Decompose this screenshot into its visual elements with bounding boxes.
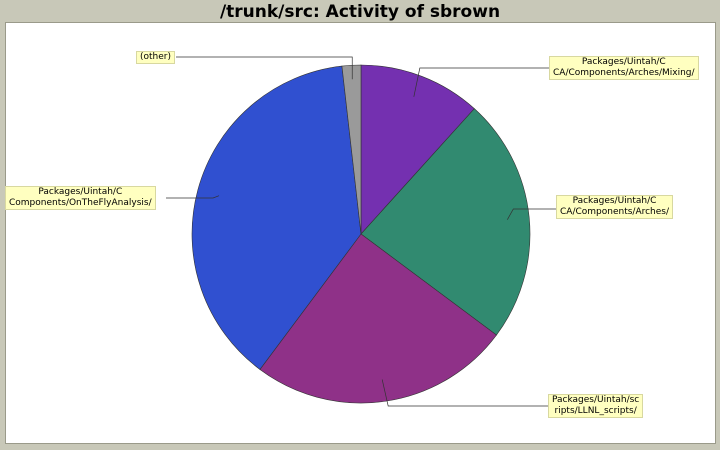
chart-panel: Packages/Uintah/C CA/Components/Arches/M…: [5, 22, 716, 444]
leader-line-llnl-scripts: [381, 379, 551, 407]
slice-label-arches: Packages/Uintah/C CA/Components/Arches/: [556, 195, 674, 219]
chart-title: /trunk/src: Activity of sbrown: [219, 2, 501, 22]
pie-slice-llnl-scripts: [259, 233, 497, 404]
slice-label-onthefly-analysis: Packages/Uintah/C Components/OnTheFlyAna…: [5, 186, 156, 210]
leader-line-arches: [507, 208, 559, 220]
pie-chart: [166, 56, 559, 407]
pie-slice-mixing: [360, 64, 475, 235]
slice-label-mixing: Packages/Uintah/C CA/Components/Arches/M…: [549, 56, 699, 80]
slice-label-other: (other): [136, 51, 175, 64]
pie-slice-other: [341, 64, 362, 235]
leader-line-other: [176, 56, 353, 80]
pie-slice-arches: [360, 108, 531, 336]
leader-line-onthefly-analysis: [166, 195, 220, 199]
slice-label-llnl-scripts: Packages/Uintah/sc ripts/LLNL_scripts/: [548, 394, 644, 418]
pie-slice-onthefly-analysis: [191, 65, 362, 370]
leader-line-mixing: [413, 67, 552, 97]
